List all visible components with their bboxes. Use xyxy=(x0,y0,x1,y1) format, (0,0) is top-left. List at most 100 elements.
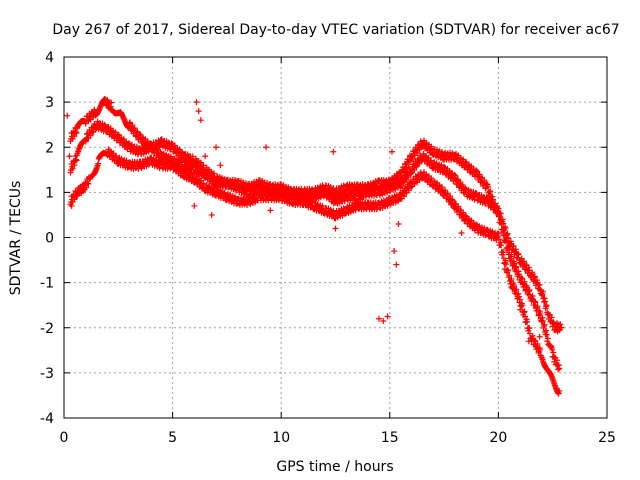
data-point xyxy=(485,183,492,190)
data-point xyxy=(69,165,76,172)
data-point xyxy=(332,225,339,232)
data-point xyxy=(554,357,561,364)
axis-ticks: 0 5 10 15 20 25 -4 -3 -2 -1 0 1 2 3 4 xyxy=(40,50,616,446)
chart-title: Day 267 of 2017, Sidereal Day-to-day VTE… xyxy=(52,22,619,38)
data-point xyxy=(554,320,561,327)
data-point xyxy=(428,145,435,152)
data-point xyxy=(544,335,551,342)
x-tick-label: 15 xyxy=(381,430,399,446)
data-point xyxy=(536,281,543,288)
data-point xyxy=(524,318,531,325)
y-tick-label: -3 xyxy=(40,366,54,382)
data-point xyxy=(375,315,382,322)
data-point xyxy=(513,263,520,270)
x-tick-label: 25 xyxy=(598,430,616,446)
data-point xyxy=(399,189,406,196)
data-point xyxy=(511,282,518,289)
data-point xyxy=(532,299,539,306)
data-point xyxy=(395,220,402,227)
data-point xyxy=(501,266,508,273)
data-point xyxy=(539,288,546,295)
data-point xyxy=(503,261,510,268)
data-point xyxy=(217,162,224,169)
data-point xyxy=(497,210,504,217)
data-point xyxy=(537,310,544,317)
y-tick-label: -4 xyxy=(40,411,54,427)
data-point xyxy=(511,260,518,267)
y-axis-label: SDTVAR / TECUs xyxy=(8,181,24,296)
x-tick-label: 0 xyxy=(60,430,69,446)
data-point xyxy=(508,284,515,291)
data-point xyxy=(513,286,520,293)
data-point xyxy=(71,193,78,200)
data-point xyxy=(556,365,563,372)
data-point xyxy=(73,157,80,164)
data-point xyxy=(262,144,269,151)
data-point xyxy=(451,175,458,182)
data-point xyxy=(202,153,209,160)
data-point xyxy=(525,338,532,345)
data-point xyxy=(548,314,555,321)
data-point xyxy=(193,99,200,106)
data-point xyxy=(536,333,543,340)
data-point xyxy=(87,175,94,182)
data-point xyxy=(334,211,341,218)
data-point xyxy=(502,225,509,232)
data-point xyxy=(85,180,92,187)
data-point xyxy=(510,242,517,249)
data-point xyxy=(213,144,220,151)
data-point xyxy=(519,302,526,309)
x-axis-label: GPS time / hours xyxy=(276,459,393,475)
data-point xyxy=(515,251,522,258)
data-point xyxy=(380,317,387,324)
data-point xyxy=(197,117,204,124)
data-point xyxy=(495,230,502,237)
data-point xyxy=(516,271,523,278)
data-point xyxy=(543,331,550,338)
data-point xyxy=(458,229,465,236)
x-tick-label: 5 xyxy=(168,430,177,446)
data-point xyxy=(495,236,502,243)
data-point xyxy=(539,317,546,324)
data-point xyxy=(542,298,549,305)
y-tick-label: 0 xyxy=(45,231,54,247)
data-point xyxy=(556,387,563,394)
data-point xyxy=(521,308,528,315)
data-point xyxy=(68,202,75,209)
data-point xyxy=(543,302,550,309)
y-tick-label: -1 xyxy=(40,276,54,292)
data-point xyxy=(541,321,548,328)
data-point xyxy=(393,261,400,268)
data-point xyxy=(208,211,215,218)
data-point xyxy=(191,202,198,209)
x-tick-label: 10 xyxy=(272,430,290,446)
data-point xyxy=(78,189,85,196)
data-points xyxy=(64,96,565,397)
y-tick-label: -2 xyxy=(40,321,54,337)
data-point xyxy=(505,267,512,274)
y-tick-label: 1 xyxy=(45,185,54,201)
data-point xyxy=(500,249,507,256)
data-point xyxy=(549,346,556,353)
data-point xyxy=(195,108,202,115)
data-point xyxy=(505,235,512,242)
data-point xyxy=(388,148,395,155)
data-point xyxy=(537,346,544,353)
data-point xyxy=(64,112,71,119)
data-point xyxy=(506,249,513,256)
data-point xyxy=(517,306,524,313)
data-point xyxy=(449,197,456,204)
y-tick-label: 2 xyxy=(45,140,54,156)
data-point xyxy=(384,313,391,320)
data-point xyxy=(108,99,115,106)
data-point xyxy=(558,324,565,331)
data-point xyxy=(506,272,513,279)
data-point xyxy=(200,180,207,187)
data-point xyxy=(516,293,523,300)
data-point xyxy=(500,220,507,227)
y-tick-label: 3 xyxy=(45,95,54,111)
data-point xyxy=(267,207,274,214)
data-point xyxy=(498,242,505,249)
data-point xyxy=(487,188,494,195)
